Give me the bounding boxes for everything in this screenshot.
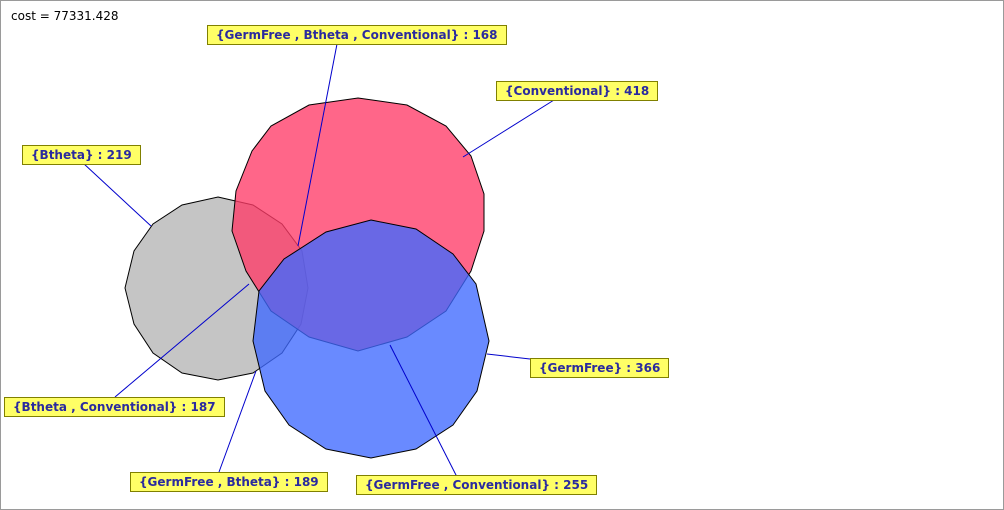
leader-line-germfree-conventional bbox=[389, 344, 458, 478]
label-germfree-btheta-conventional: {GermFree , Btheta , Conventional} : 168 bbox=[207, 25, 507, 45]
label-conventional: {Conventional} : 418 bbox=[496, 81, 659, 101]
leader-line-btheta-conventional bbox=[114, 283, 250, 398]
germfree-set-circle bbox=[252, 219, 490, 459]
leader-line-germfree bbox=[486, 353, 531, 360]
cost-readout: cost = 77331.428 bbox=[11, 9, 119, 23]
leader-line-conventional bbox=[462, 99, 555, 158]
leader-line-btheta bbox=[82, 162, 152, 227]
label-btheta-conventional: {Btheta , Conventional} : 187 bbox=[4, 397, 225, 417]
leader-line-all-three bbox=[297, 43, 338, 247]
leader-lines bbox=[82, 43, 555, 478]
set-shapes bbox=[124, 97, 490, 459]
leader-line-germfree-btheta bbox=[218, 370, 257, 473]
label-germfree-btheta: {GermFree , Btheta} : 189 bbox=[130, 472, 328, 492]
label-btheta: {Btheta} : 219 bbox=[22, 145, 141, 165]
label-germfree-conventional: {GermFree , Conventional} : 255 bbox=[356, 475, 598, 495]
label-germfree: {GermFree} : 366 bbox=[530, 358, 670, 378]
